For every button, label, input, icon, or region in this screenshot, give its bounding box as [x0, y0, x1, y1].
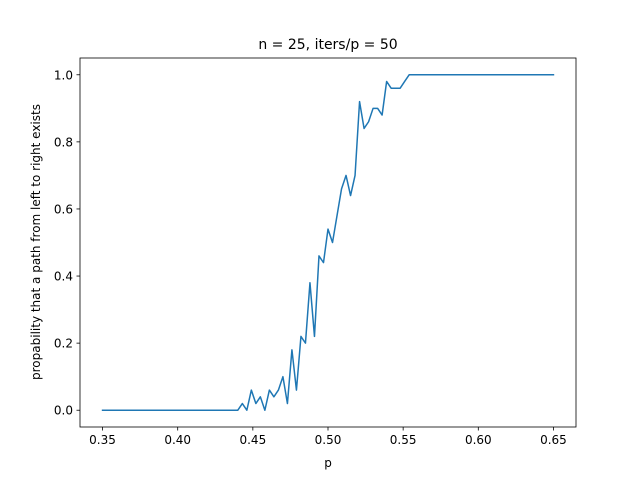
x-tick-label: 0.35 — [89, 433, 116, 447]
y-tick-label: 0.8 — [54, 135, 73, 149]
y-tick-label: 0.2 — [54, 337, 73, 351]
x-axis-label: p — [324, 456, 332, 470]
chart-title: n = 25, iters/p = 50 — [258, 37, 397, 53]
x-tick-label: 0.65 — [540, 433, 567, 447]
x-tick-label: 0.55 — [390, 433, 417, 447]
y-axis-label: propability that a path from left to rig… — [29, 104, 43, 380]
y-tick-label: 0.0 — [54, 404, 73, 418]
x-tick-label: 0.60 — [465, 433, 492, 447]
x-tick-label: 0.45 — [239, 433, 266, 447]
plot-area: 0.35 0.40 0.45 0.50 0.55 0.60 0.65 0.0 0.2 0.4 0.6… — [54, 57, 577, 447]
y-tick-label: 0.4 — [54, 270, 73, 284]
y-tick-label: 0.6 — [54, 202, 73, 216]
x-tick-label: 0.40 — [164, 433, 191, 447]
series-line-0 — [101, 74, 555, 411]
y-tick-label: 1.0 — [54, 68, 73, 82]
x-tick-label: 0.50 — [315, 433, 342, 447]
